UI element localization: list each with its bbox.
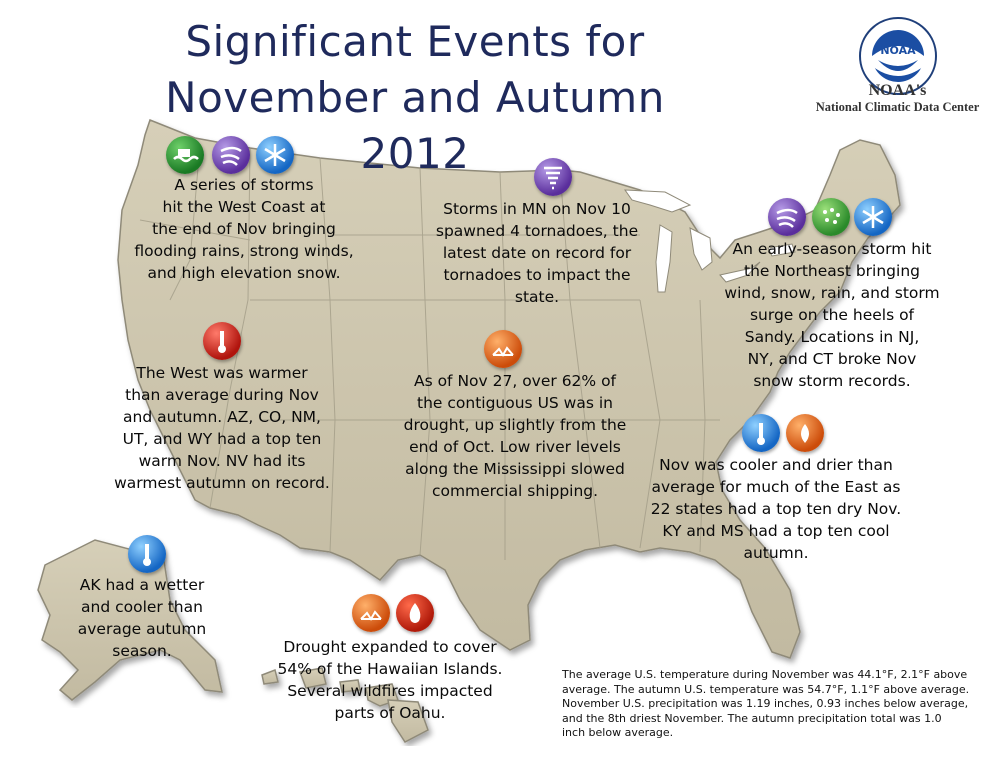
callout-line: latest date on record for [442, 244, 632, 262]
callout-alaska: AK had a wetter and cooler than average … [62, 574, 222, 662]
stats-line: and the 8th driest November. The autumn … [562, 711, 942, 725]
callout-line: the end of Nov bringing [152, 220, 336, 238]
logo-line-2: National Climatic Data Center [815, 100, 980, 114]
callout-line: KY and MS had a top ten cool [662, 522, 890, 540]
stats-line: November U.S. precipitation was 1.19 inc… [562, 697, 969, 710]
callout-line: along the Mississippi slowed [405, 460, 625, 478]
stats-line: inch below average. [562, 726, 674, 739]
callout-line: UT, and WY had a top ten [122, 430, 322, 448]
callout-line: AK had a wetter [79, 576, 205, 594]
drought-icon [786, 414, 824, 452]
callout-line: the contiguous US was in [417, 394, 613, 412]
callout-line: and autumn. AZ, CO, NM, [123, 408, 321, 426]
title-line-1: Significant Events for [185, 17, 645, 66]
callout-line: 22 states had a top ten dry Nov. [650, 500, 902, 518]
wind-icon [212, 136, 250, 174]
callout-line: flooding rains, strong winds, [134, 242, 354, 260]
callout-line: state. [514, 288, 560, 306]
callout-minnesota: Storms in MN on Nov 10 spawned 4 tornado… [418, 198, 656, 308]
callout-drought: As of Nov 27, over 62% of the contiguous… [388, 370, 642, 502]
callout-hawaii: Drought expanded to cover 54% of the Haw… [256, 636, 524, 724]
callout-west-warm: The West was warmer than average during … [98, 362, 346, 494]
callout-line: Storms in MN on Nov 10 [443, 200, 631, 218]
callout-line: average autumn [77, 620, 207, 638]
fire-icon [396, 594, 434, 632]
callout-line: end of Oct. Low river levels [409, 438, 621, 456]
stats-line: average. The autumn U.S. temperature was… [562, 682, 970, 696]
rain-icon [812, 198, 850, 236]
snow-icon [256, 136, 294, 174]
warm-icon [203, 322, 241, 360]
stats-line: The average U.S. temperature during Nove… [562, 668, 968, 681]
callout-west-coast: A series of storms hit the West Coast at… [128, 174, 360, 284]
callout-line: A series of storms [174, 176, 314, 194]
snow-icon [854, 198, 892, 236]
alaska [37, 539, 223, 701]
cool-icon [128, 535, 166, 573]
callout-line: The West was warmer [136, 364, 308, 382]
title-line-2: November and Autumn 2012 [165, 73, 665, 178]
callout-line: warm Nov. NV had its [138, 452, 306, 470]
drought-icon [484, 330, 522, 368]
callout-line: hit the West Coast at [162, 198, 326, 216]
callout-east: Nov was cooler and drier than average fo… [636, 454, 916, 564]
callout-line: As of Nov 27, over 62% of [413, 372, 617, 390]
summary-stats: The average U.S. temperature during Nove… [562, 668, 988, 741]
callout-line: Nov was cooler and drier than [659, 456, 893, 474]
callout-line: warmest autumn on record. [114, 474, 330, 492]
callout-line: and cooler than [81, 598, 203, 616]
callout-line: tornadoes to impact the [443, 266, 631, 284]
page-title: Significant Events for November and Autu… [110, 14, 720, 182]
callout-line: spawned 4 tornadoes, the [435, 222, 639, 240]
logo-text: NOAA [880, 44, 916, 57]
tornado-icon [534, 158, 572, 196]
hawaii [261, 667, 429, 743]
state-lines [139, 144, 720, 560]
callout-line: than average during Nov [125, 386, 319, 404]
callout-line: wind, snow, rain, and storm [724, 284, 940, 302]
callout-line: parts of Oahu. [334, 704, 446, 722]
callout-line: snow storm records. [753, 372, 911, 390]
callout-line: the Northeast bringing [744, 262, 920, 280]
callout-line: drought, up slightly from the [403, 416, 627, 434]
callout-line: Several wildfires impacted [287, 682, 493, 700]
callout-line: Drought expanded to cover [283, 638, 497, 656]
callout-line: 54% of the Hawaiian Islands. [277, 660, 503, 678]
callout-line: surge on the heels of [749, 306, 915, 324]
callout-line: commercial shipping. [431, 482, 599, 500]
wind-icon [768, 198, 806, 236]
logo-line-1: NOAA's [868, 82, 927, 99]
callout-line: season. [112, 642, 172, 660]
callout-line: Sandy. Locations in NJ, [744, 328, 920, 346]
cool-icon [742, 414, 780, 452]
callout-northeast: An early-season storm hit the Northeast … [712, 238, 952, 392]
logo-caption: NOAA's National Climatic Data Center [800, 82, 995, 115]
noaa-logo: NOAA [859, 17, 937, 95]
flood-icon [166, 136, 204, 174]
callout-line: NY, and CT broke Nov [747, 350, 917, 368]
callout-line: autumn. [743, 544, 809, 562]
callout-line: An early-season storm hit [732, 240, 932, 258]
drought-icon [352, 594, 390, 632]
callout-line: and high elevation snow. [147, 264, 341, 282]
callout-line: average for much of the East as [651, 478, 901, 496]
great-lakes [624, 189, 796, 293]
